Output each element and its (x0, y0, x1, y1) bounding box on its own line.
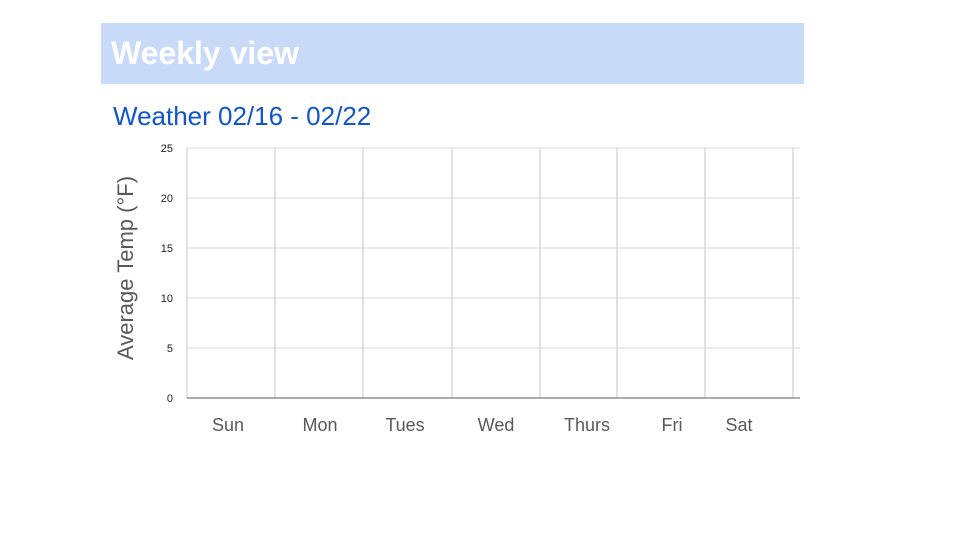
grid-layer (186, 147, 800, 399)
x-tick-label: Sun (212, 415, 244, 435)
x-tick-label: Tues (385, 415, 424, 435)
page-title: Weekly view (111, 35, 299, 71)
y-tick-label: 15 (161, 243, 173, 255)
x-tick-label: Sat (725, 415, 752, 435)
y-tick-labels: 0 5 10 15 20 25 (161, 143, 173, 405)
x-tick-label: Thurs (564, 415, 610, 435)
y-tick-label: 5 (167, 343, 173, 355)
x-tick-label: Mon (302, 415, 337, 435)
header-banner: Weekly view (101, 23, 804, 84)
x-tick-labels: Sun Mon Tues Wed Thurs Fri Sat (212, 415, 753, 435)
y-axis-label: Average Temp (°F) (113, 176, 138, 360)
y-tick-label: 10 (161, 293, 173, 305)
chart-title: Weather 02/16 - 02/22 (113, 101, 372, 131)
y-tick-label: 20 (161, 193, 173, 205)
y-tick-label: 25 (161, 143, 173, 155)
y-tick-label: 0 (167, 393, 173, 405)
x-tick-label: Fri (662, 415, 683, 435)
x-tick-label: Wed (478, 415, 515, 435)
